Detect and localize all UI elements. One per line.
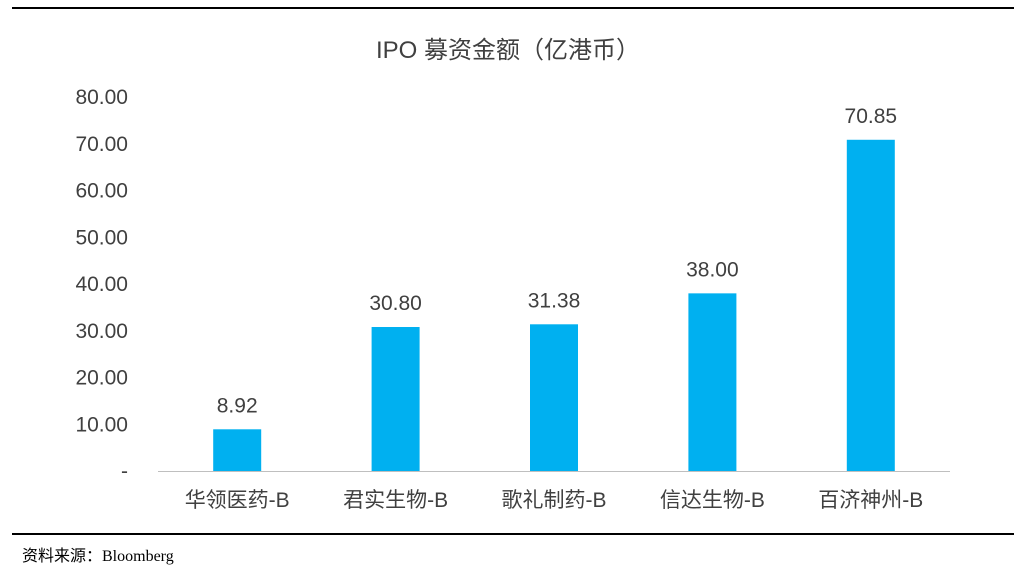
y-tick-label: 50.00	[75, 226, 128, 249]
y-tick-label: 70.00	[75, 133, 128, 156]
data-label: 70.85	[845, 105, 898, 128]
y-tick-label: 30.00	[75, 320, 128, 343]
data-label: 31.38	[528, 289, 581, 312]
y-tick-label: 10.00	[75, 413, 128, 436]
data-label: 30.80	[369, 292, 422, 315]
bottom-rule	[12, 533, 1014, 535]
y-tick-label: 20.00	[75, 367, 128, 390]
y-tick-label: 80.00	[75, 86, 128, 109]
category-label: 华领医药-B	[185, 489, 290, 512]
bar	[846, 139, 895, 471]
data-labels: 8.92 30.80 31.38 38.00 70.85	[217, 105, 897, 418]
category-label: 信达生物-B	[660, 489, 765, 512]
data-label: 38.00	[686, 258, 739, 281]
category-label: 歌礼制药-B	[502, 489, 607, 512]
y-tick-label: -	[121, 460, 128, 483]
chart-title: IPO 募资金额（亿港币）	[376, 37, 640, 64]
y-axis-ticks: - 10.00 20.00 30.00 40.00 50.00 60.00 70.00 80.0…	[75, 86, 128, 483]
bar	[213, 429, 262, 471]
bar	[371, 327, 420, 471]
source-note: 资料来源：Bloomberg	[22, 548, 174, 565]
y-tick-label: 40.00	[75, 273, 128, 296]
data-label: 8.92	[217, 394, 258, 417]
top-rule	[12, 7, 1014, 9]
bar	[688, 293, 737, 471]
category-label: 百济神州-B	[818, 489, 923, 512]
bar	[530, 324, 578, 471]
bars	[213, 139, 895, 471]
y-tick-label: 60.00	[75, 180, 128, 203]
category-labels: 华领医药-B 君实生物-B 歌礼制药-B 信达生物-B 百济神州-B	[185, 489, 924, 512]
category-label: 君实生物-B	[343, 489, 448, 512]
